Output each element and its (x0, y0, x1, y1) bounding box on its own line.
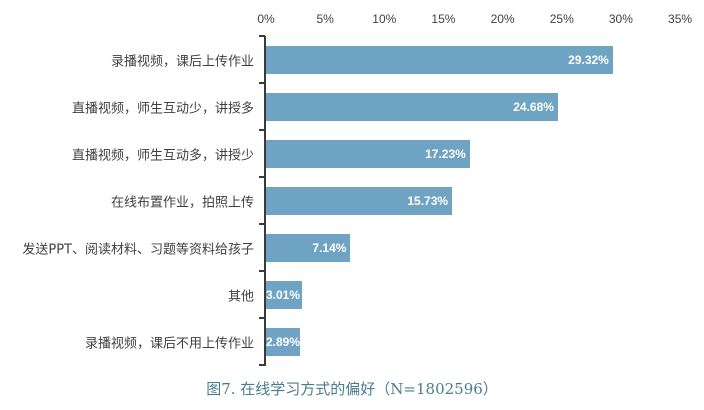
y-axis-line (264, 36, 266, 366)
bar-value-label: 17.23% (425, 146, 466, 161)
x-tick-label: 15% (431, 12, 456, 26)
category-label: 直播视频，师生互动多，讲授少 (71, 148, 254, 163)
y-axis-tick (259, 82, 265, 84)
bar-value-label: 3.01% (266, 287, 301, 302)
category-label: 在线布置作业，拍照上传 (110, 195, 254, 210)
y-axis-tick (259, 129, 265, 131)
x-tick-label: 25% (549, 12, 574, 26)
bar: 15.73% (266, 186, 453, 215)
category-label: 直播视频，师生互动少，讲授多 (71, 101, 254, 116)
bar: 2.89% (266, 327, 301, 356)
bar-value-label: 15.73% (407, 193, 449, 208)
x-tick-label: 0% (257, 12, 275, 26)
bar: 17.23% (266, 139, 470, 168)
x-tick-label: 20% (490, 12, 515, 26)
x-tick-label: 35% (668, 12, 693, 26)
bar-value-label: 7.14% (312, 240, 347, 255)
x-tick-label: 30% (608, 12, 633, 26)
y-axis-tick (259, 270, 265, 272)
bar-value-label: 24.68% (513, 99, 554, 114)
y-axis-tick (259, 35, 265, 37)
x-tick-label: 5% (316, 12, 334, 26)
chart-caption: 图7. 在线学习方式的偏好（N=1802596） (206, 380, 498, 398)
category-label: 录播视频，课后不用上传作业 (84, 336, 254, 351)
bar: 29.32% (266, 45, 613, 74)
category-label: 发送PPT、阅读材料、习题等资料给孩子 (22, 242, 254, 257)
category-label: 录播视频，课后上传作业 (110, 54, 254, 69)
category-label: 其他 (227, 289, 254, 304)
y-axis-tick (259, 364, 265, 366)
bar-value-label: 2.89% (266, 334, 301, 349)
bar: 3.01% (266, 280, 302, 309)
bar: 7.14% (266, 233, 351, 262)
y-axis-tick (259, 176, 265, 178)
y-axis-tick (259, 317, 265, 319)
x-tick-label: 10% (372, 12, 397, 26)
bar-value-label: 29.32% (568, 52, 609, 67)
y-axis-tick (259, 223, 265, 225)
bar: 24.68% (266, 92, 558, 121)
